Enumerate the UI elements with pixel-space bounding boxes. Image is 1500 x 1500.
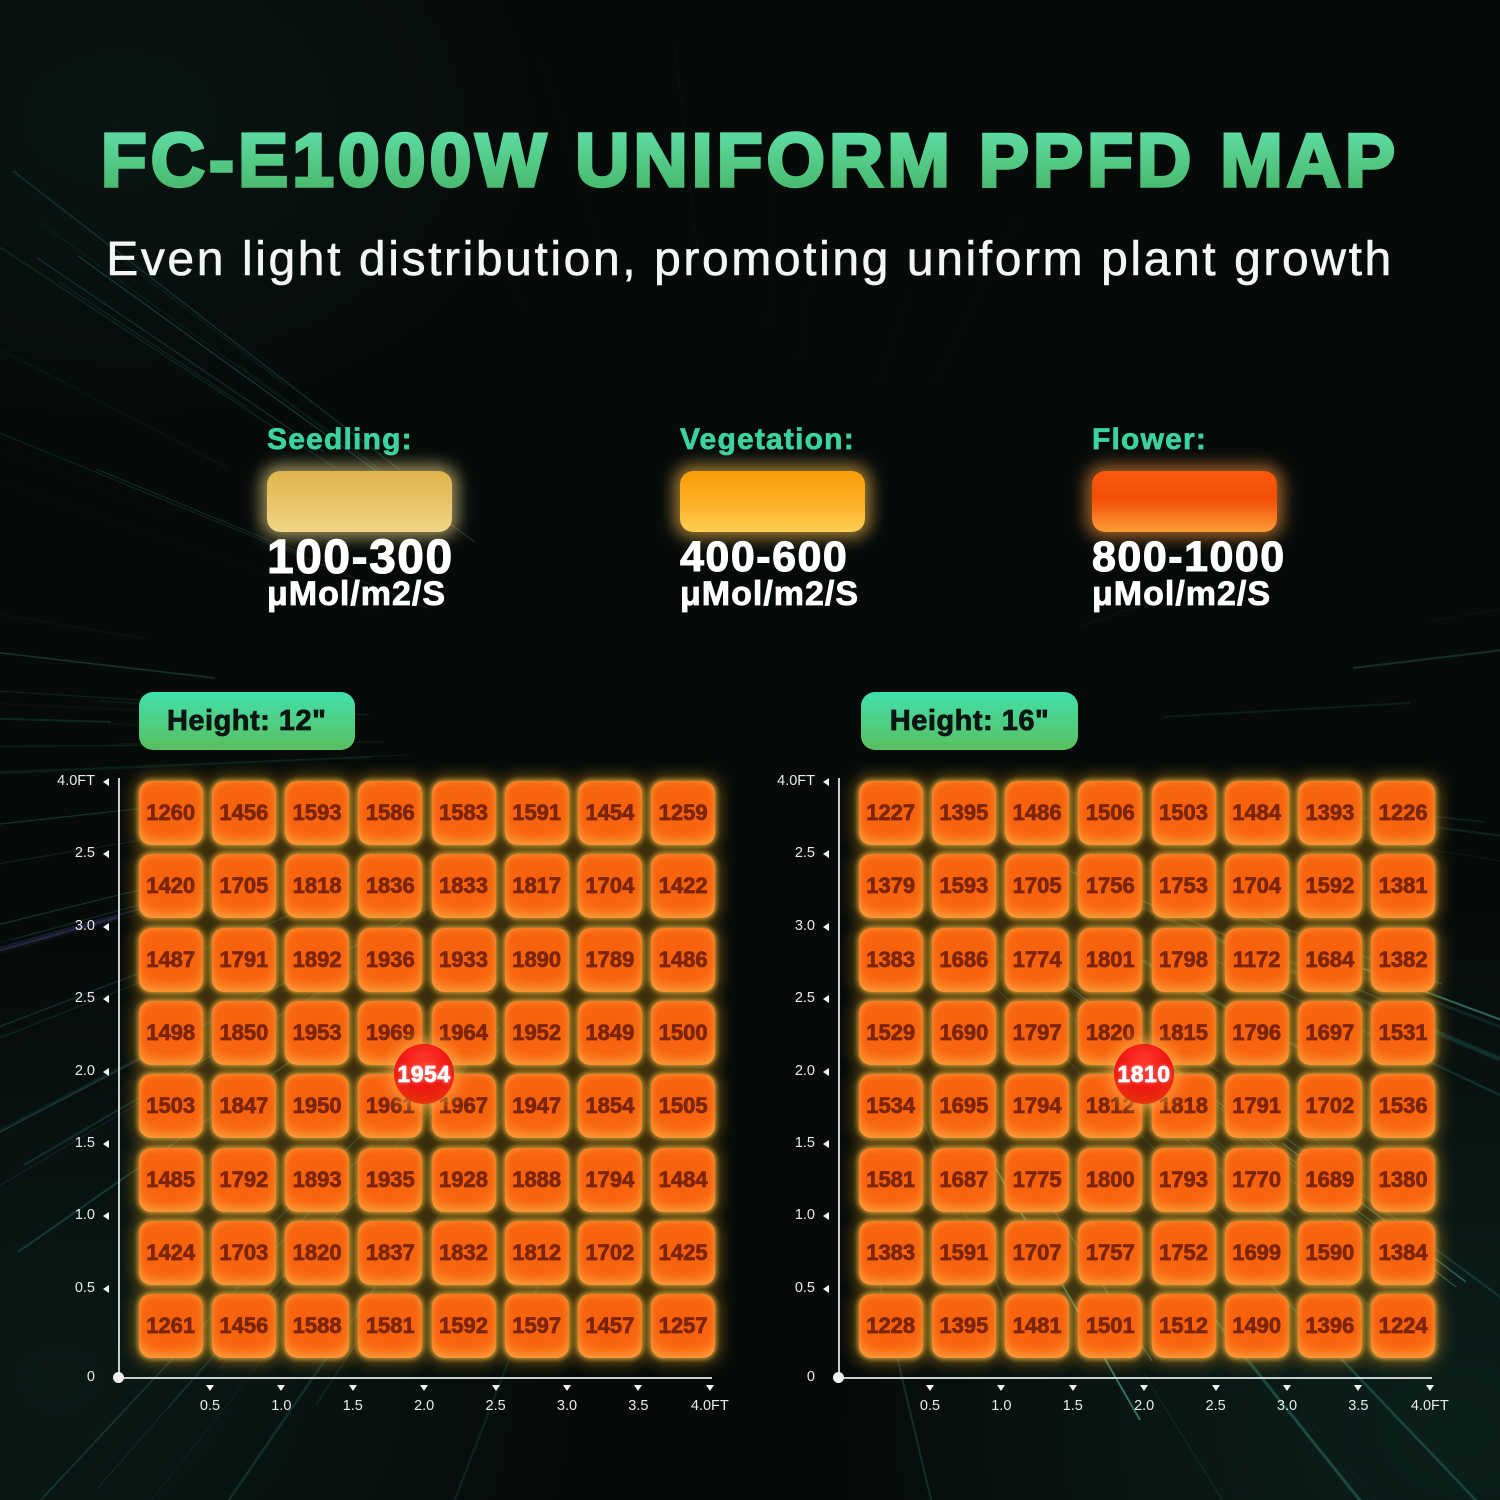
svg-text:FC-E1000W UNIFORM PPFD MAP: FC-E1000W UNIFORM PPFD MAP bbox=[101, 118, 1399, 202]
